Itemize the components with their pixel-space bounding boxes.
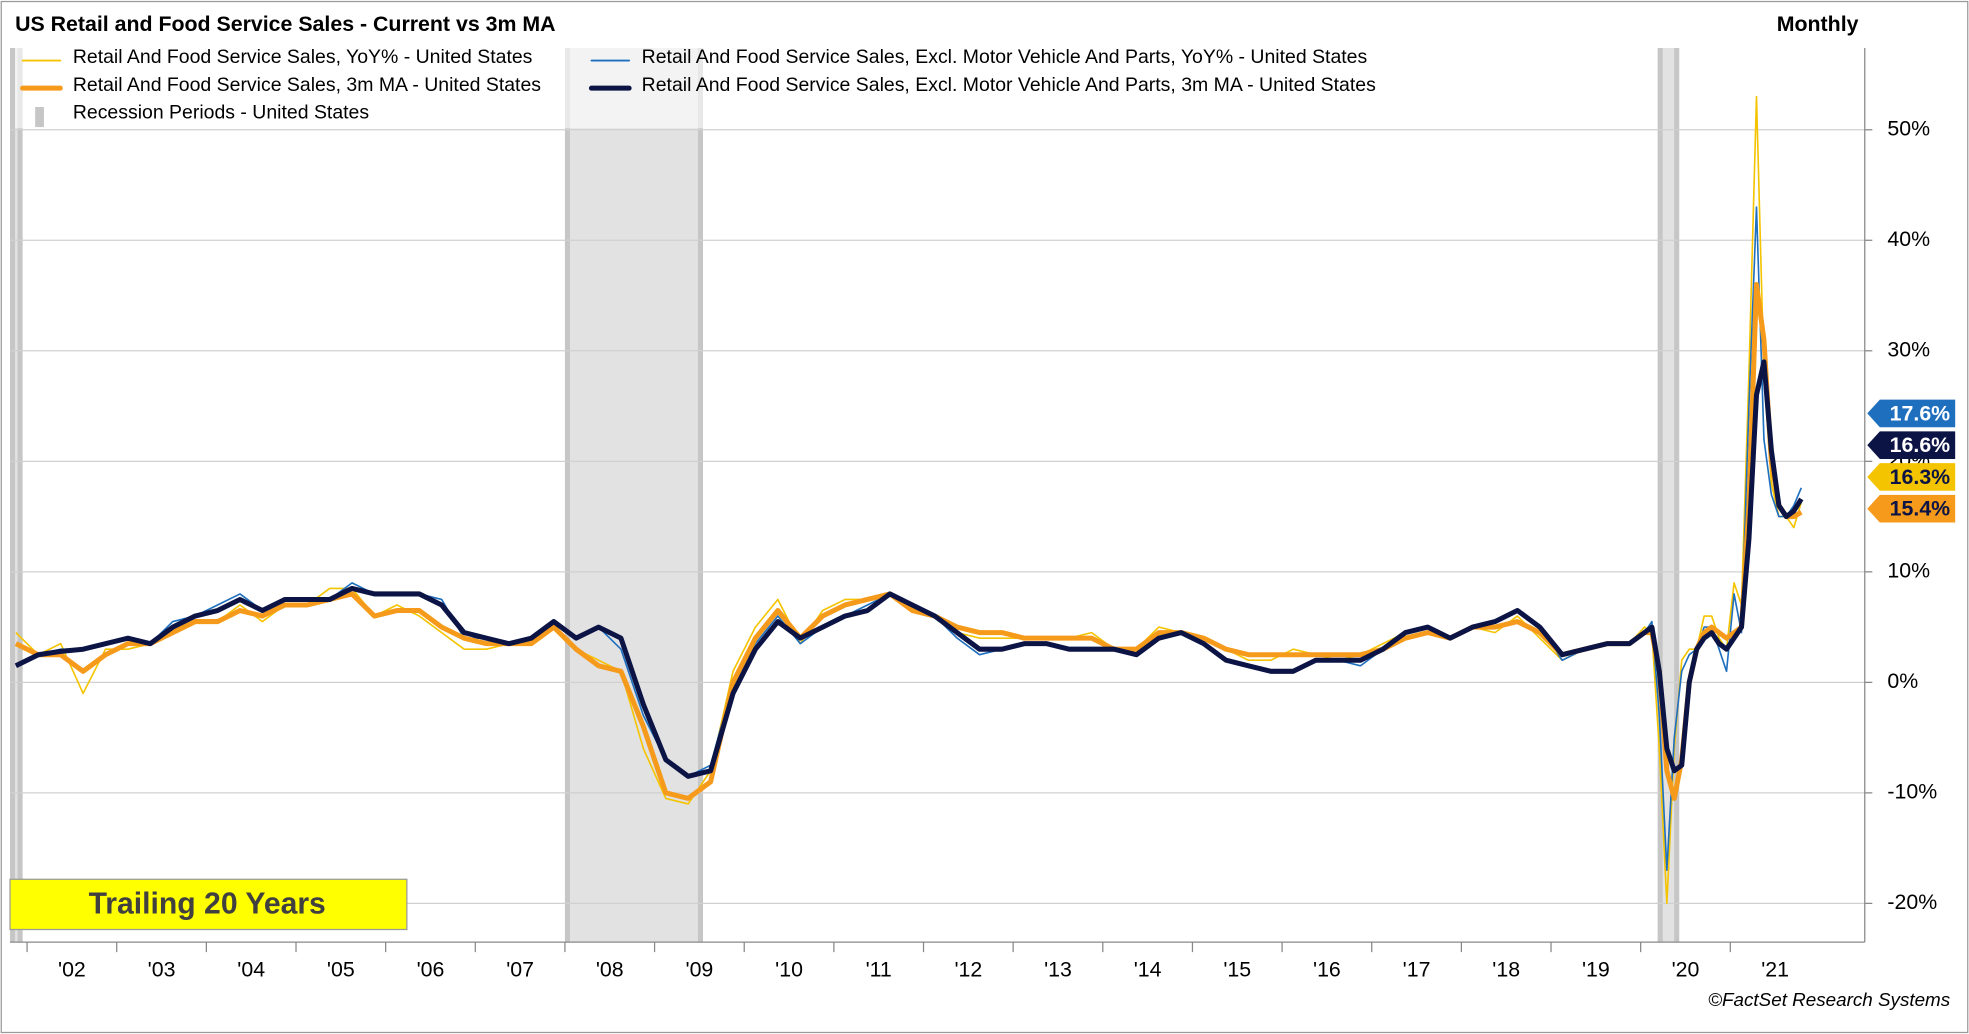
x-tick-label: '09 <box>686 958 714 982</box>
y-tick-label: 0% <box>1887 669 1918 693</box>
y-tick-label: 30% <box>1887 337 1930 361</box>
end-value-label: 17.6% <box>1890 401 1951 425</box>
legend-label: Retail And Food Service Sales, 3m MA - U… <box>73 74 541 96</box>
x-tick-label: '05 <box>327 958 355 982</box>
end-value-tag <box>1867 463 1956 491</box>
x-tick-label: '20 <box>1672 958 1700 982</box>
x-tick-label: '04 <box>237 958 265 982</box>
legend-label: Retail And Food Service Sales, Excl. Mot… <box>642 46 1368 68</box>
x-tick-label: '15 <box>1223 958 1251 982</box>
x-tick-label: '12 <box>954 958 982 982</box>
end-value-tag <box>1867 431 1956 459</box>
x-tick-label: '14 <box>1134 958 1162 982</box>
legend-label: Recession Periods - United States <box>73 101 370 123</box>
x-tick-label: '13 <box>1044 958 1072 982</box>
y-tick-label: 50% <box>1887 116 1930 140</box>
legend-backdrop <box>15 45 1447 129</box>
y-tick-label: 10% <box>1887 558 1930 582</box>
frequency-label: Monthly <box>1777 12 1859 36</box>
x-tick-label: '08 <box>596 958 624 982</box>
recession-band <box>564 47 703 943</box>
x-tick-label: '07 <box>506 958 534 982</box>
end-value-tag <box>1867 494 1956 523</box>
x-tick-label: '17 <box>1403 958 1431 982</box>
y-tick-label: -10% <box>1887 780 1937 804</box>
x-tick-label: '10 <box>775 958 803 982</box>
x-tick-label: '02 <box>58 958 86 982</box>
x-tick-label: '06 <box>417 958 445 982</box>
annotation-text: Trailing 20 Years <box>89 888 326 921</box>
end-value-tag <box>1867 399 1956 428</box>
y-tick-label: -20% <box>1887 890 1937 914</box>
legend-label: Retail And Food Service Sales, YoY% - Un… <box>73 46 533 68</box>
x-tick-label: '11 <box>866 958 892 982</box>
end-value-label: 16.3% <box>1890 465 1951 489</box>
x-tick-label: '21 <box>1761 958 1789 982</box>
source-note: ©FactSet Research Systems <box>1708 989 1951 1010</box>
series-line <box>14 359 1804 779</box>
x-tick-label: '03 <box>148 958 176 982</box>
legend-swatch <box>35 107 44 128</box>
end-value-label: 15.4% <box>1890 497 1951 521</box>
legend-label: Retail And Food Service Sales, Excl. Mot… <box>642 74 1376 96</box>
x-tick-label: '16 <box>1313 958 1341 982</box>
end-value-label: 16.6% <box>1890 433 1951 457</box>
chart-title: US Retail and Food Service Sales - Curre… <box>15 12 555 36</box>
x-tick-label: '18 <box>1492 958 1520 982</box>
y-tick-label: 40% <box>1887 227 1930 251</box>
annotation-box <box>9 878 408 931</box>
x-tick-label: '19 <box>1582 958 1610 982</box>
